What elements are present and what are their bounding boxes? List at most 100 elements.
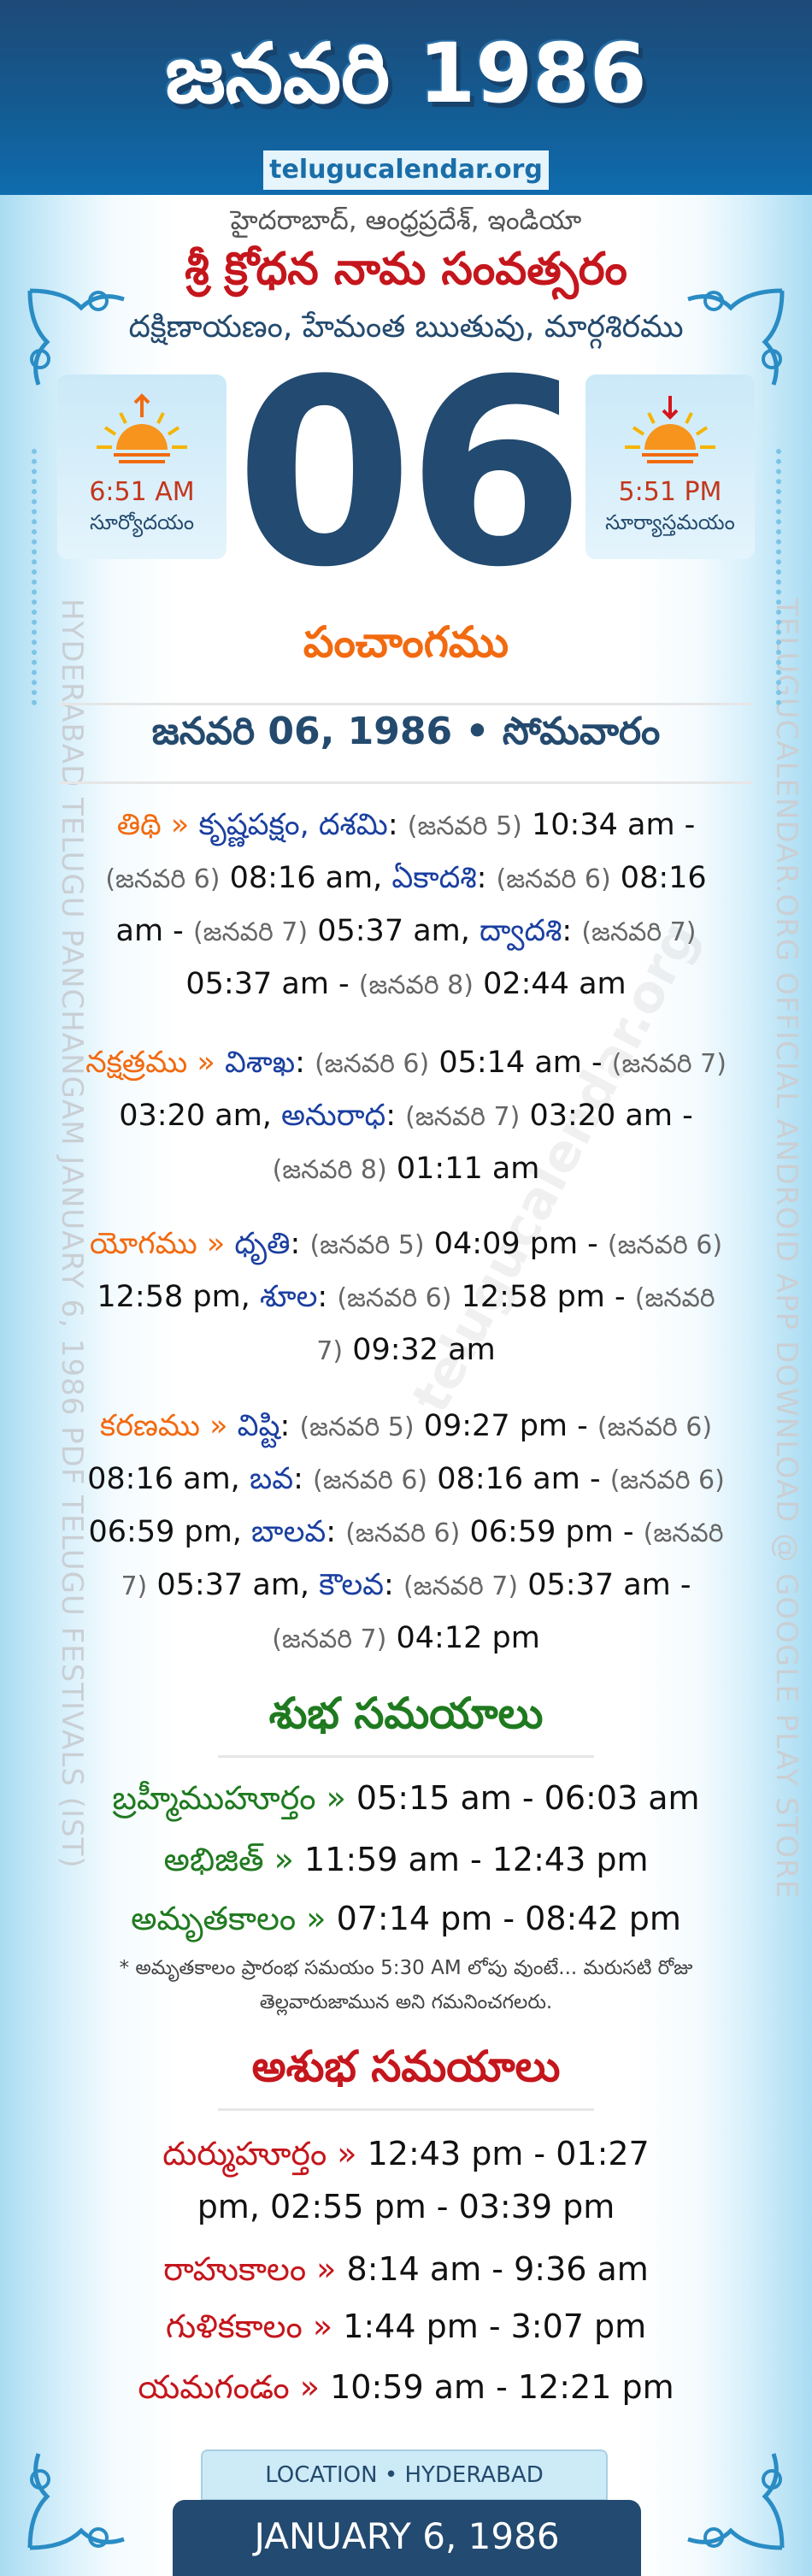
ashubha-heading: అశుభ సమయాలు xyxy=(251,2042,561,2091)
segment-time: 09:32 am xyxy=(343,1333,496,1367)
divider xyxy=(60,781,752,784)
tithi-paragraph: తిథి » కృష్ణపక్షం, దశమి: (జనవరి 5) 10:34… xyxy=(85,799,727,1011)
segment-name: శూల xyxy=(259,1280,318,1314)
segment-date: (జనవరి 8) xyxy=(358,970,474,1000)
karanam-paragraph: కరణము » విష్టి: (జనవరి 5) 09:27 pm - (జన… xyxy=(85,1400,727,1665)
shubha-row: అమృతకాలం » 07:14 pm - 08:42 pm xyxy=(51,1892,761,1945)
segment-date: (జనవరి 7) xyxy=(192,917,309,947)
side-text-left: HYDERABAD TELUGU PANCHANGAM JANUARY 6, 1… xyxy=(55,598,89,1869)
date-weekday: జనవరి 06, 1986 • సోమవారం xyxy=(151,710,661,753)
segment-time: : xyxy=(293,1462,313,1496)
ashubha-row: గుళికకాలం » 1:44 pm - 3:07 pm xyxy=(51,2300,761,2353)
sunrise-card: 6:51 AM సూర్యోదయం xyxy=(57,374,227,559)
row-label: అభిజిత్ » xyxy=(163,1841,294,1878)
segment-time: : xyxy=(387,808,408,842)
sunrise-icon xyxy=(97,393,187,463)
row-label: అమృతకాలం » xyxy=(131,1900,327,1937)
dotted-divider xyxy=(776,449,781,705)
location-tab: LOCATION • HYDERABAD xyxy=(201,2449,608,2501)
ornament-icon xyxy=(687,288,785,386)
segment-time: : xyxy=(279,1409,300,1443)
segment-date: (జనవరి 7) xyxy=(316,1283,715,1366)
segment-time: : xyxy=(476,861,497,895)
segment-name: విష్టి xyxy=(237,1409,280,1443)
segment-date: (జనవరి 6) xyxy=(607,1230,723,1260)
segment-time: 04:12 pm xyxy=(386,1621,540,1655)
segment-date: (జనవరి 7) xyxy=(403,1571,519,1601)
segment-time: 03:20 am - xyxy=(520,1099,693,1133)
segment-date: (జనవరి 7) xyxy=(581,917,697,947)
segment-label: యోగము » xyxy=(89,1227,235,1261)
segment-name: అనురాధ xyxy=(281,1099,386,1133)
side-text-right: TELUGUCALENDAR.ORG OFFICIAL ANDROID APP … xyxy=(769,598,803,1900)
row-value: 07:14 pm - 08:42 pm xyxy=(326,1900,681,1937)
segment-time: : xyxy=(385,1099,406,1133)
ornament-icon xyxy=(27,2453,125,2550)
footer-date: JANUARY 6, 1986 xyxy=(173,2500,641,2576)
shubha-heading: శుభ సమయాలు xyxy=(268,1689,544,1738)
segment-time: : xyxy=(562,914,582,948)
ashubha-row: దుర్ముహూర్తం » 12:43 pm - 01:27 pm, 02:5… xyxy=(145,2127,667,2233)
segment-time: 09:27 pm - xyxy=(414,1409,597,1443)
row-value: 12:43 pm - 01:27 pm, 02:55 pm - 03:39 pm xyxy=(197,2135,650,2225)
segment-time: 08:16 am, xyxy=(87,1462,250,1496)
segment-time: 12:58 pm - xyxy=(451,1280,635,1314)
segment-time: 05:37 am, xyxy=(147,1568,320,1602)
segment-date: (జనవరి 5) xyxy=(407,811,522,841)
ornament-icon xyxy=(687,2453,785,2550)
segment-date: (జనవరి 6) xyxy=(313,1465,428,1495)
row-value: 8:14 am - 9:36 am xyxy=(336,2250,649,2288)
segment-time: 12:58 pm, xyxy=(97,1280,260,1314)
segment-date: (జనవరి 8) xyxy=(272,1155,387,1185)
row-value: 05:15 am - 06:03 am xyxy=(345,1779,700,1817)
divider xyxy=(218,2108,594,2111)
segment-name: విశాఖ xyxy=(224,1046,296,1080)
page-title: జనవరి 1986 xyxy=(165,26,647,121)
sunrise-time: 6:51 AM xyxy=(89,477,195,507)
row-label: గుళికకాలం » xyxy=(165,2308,333,2345)
segment-name: కృష్ణపక్షం, దశమి xyxy=(198,808,388,842)
segment-time: : xyxy=(326,1515,346,1549)
segment-name: బవ xyxy=(249,1462,294,1496)
segment-time: 06:59 pm, xyxy=(88,1515,252,1549)
divider xyxy=(218,1755,594,1758)
segment-time: 08:16 am - xyxy=(115,861,707,948)
shubha-row: బ్రహ్మీముహూర్తం » 05:15 am - 06:03 am xyxy=(51,1771,761,1824)
yogam-paragraph: యోగము » ధృతి: (జనవరి 5) 04:09 pm - (జనవర… xyxy=(85,1218,727,1377)
segment-time: 01:11 am xyxy=(386,1152,540,1186)
segment-time: 05:37 am, xyxy=(308,914,480,948)
segment-time: 08:16 am, xyxy=(220,861,392,895)
samvatsaram-title: శ్రీ క్రోధన నామ సంవత్సరం xyxy=(185,244,627,295)
segment-name: ద్వాదశి xyxy=(480,914,562,948)
segment-date: (జనవరి 7) xyxy=(405,1102,521,1132)
segment-time: 05:37 am - xyxy=(185,967,359,1001)
ayanam-text: దక్షిణాయణం, హేమంత ఋతువు, మార్గశిరము xyxy=(128,309,684,345)
row-value: 11:59 am - 12:43 pm xyxy=(293,1841,649,1878)
sunset-time: 5:51 PM xyxy=(618,477,722,507)
divider xyxy=(60,703,752,705)
site-link[interactable]: telugucalendar.org xyxy=(263,150,549,190)
segment-date: (జనవరి 6) xyxy=(597,1412,713,1442)
segment-date: (జనవరి 7) xyxy=(121,1518,724,1601)
segment-time: 04:09 pm - xyxy=(424,1227,608,1261)
row-label: యమగండం » xyxy=(138,2368,321,2406)
segment-name: ఏకాదశి xyxy=(391,861,477,895)
segment-time: : xyxy=(317,1280,338,1314)
sunset-card: 5:51 PM సూర్యాస్తమయం xyxy=(585,374,755,559)
row-label: దుర్ముహూర్తం » xyxy=(162,2135,357,2172)
row-value: 10:59 am - 12:21 pm xyxy=(320,2368,674,2406)
segment-date: (జనవరి 5) xyxy=(299,1412,415,1442)
sunrise-label: సూర్యోదయం xyxy=(89,510,195,534)
segment-time: 05:37 am - xyxy=(518,1568,691,1602)
amrutha-note: * అమృతకాలం ప్రారంభ సమయం 5:30 AM లోపు వుం… xyxy=(119,1957,693,2013)
segment-label: నక్షత్రము » xyxy=(85,1046,225,1080)
segment-date: (జనవరి 7) xyxy=(272,1624,387,1654)
segment-time: : xyxy=(295,1046,315,1080)
segment-name: బాలవ xyxy=(251,1515,327,1549)
shubha-row: అభిజిత్ » 11:59 am - 12:43 pm xyxy=(51,1833,761,1886)
row-label: బ్రహ్మీముహూర్తం » xyxy=(112,1779,346,1817)
row-value: 1:44 pm - 3:07 pm xyxy=(332,2308,647,2345)
segment-label: తిథి » xyxy=(116,808,199,842)
nakshatra-paragraph: నక్షత్రము » విశాఖ: (జనవరి 6) 05:14 am - … xyxy=(85,1037,727,1196)
segment-date: (జనవరి 6) xyxy=(315,1049,430,1079)
